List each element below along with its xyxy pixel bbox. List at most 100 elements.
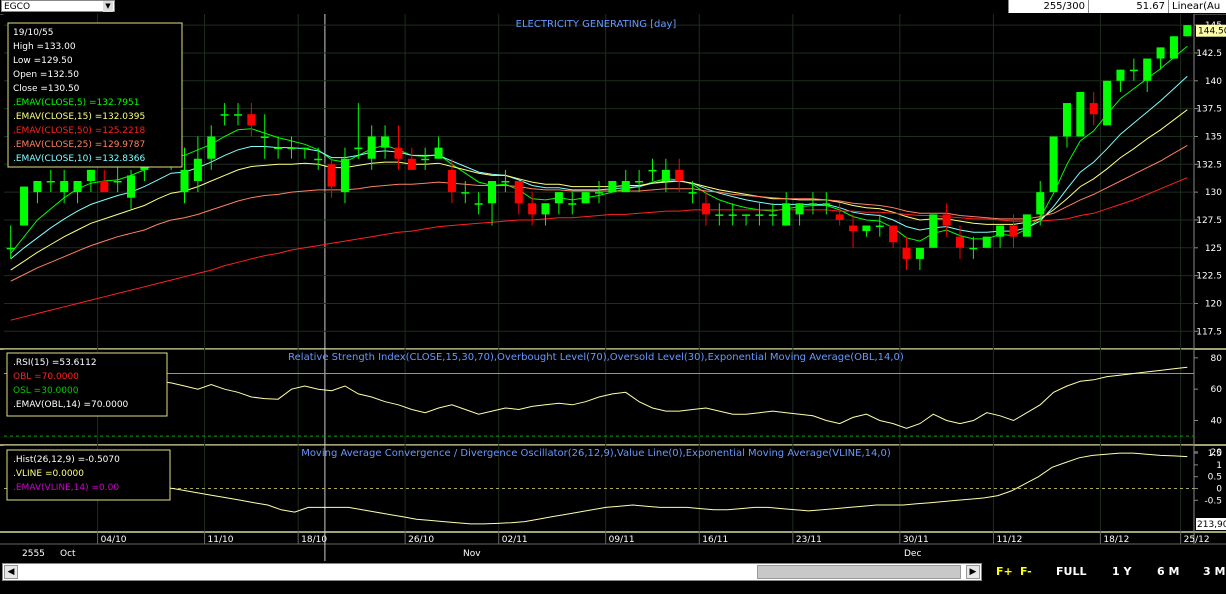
date-label: 18/10 — [301, 535, 327, 545]
candle-body — [1089, 103, 1098, 115]
candle-body — [594, 192, 604, 194]
macd-value-marker — [1196, 518, 1226, 530]
rsi-tick-label: 20 — [1211, 448, 1223, 458]
chevron-down-icon[interactable]: ▼ — [103, 1, 113, 12]
rsi-title: Relative Strength Index(CLOSE,15,30,70),… — [288, 352, 904, 363]
candle-body — [528, 203, 537, 215]
candle-body — [715, 214, 724, 216]
candle-body — [1183, 25, 1192, 37]
scroll-left-icon[interactable]: ◀ — [4, 565, 18, 579]
candle-body — [1143, 58, 1152, 81]
price-tick-label: 120 — [1205, 299, 1222, 309]
candle-body — [795, 203, 804, 215]
candle-body — [86, 169, 95, 181]
candle-body — [421, 158, 430, 161]
macd-legend-entry: .EMAV(VLINE,14) =0.00 — [13, 483, 119, 493]
price-tick-label: 137.5 — [1196, 105, 1222, 115]
scroll-right-icon[interactable]: ▶ — [966, 565, 980, 579]
date-label: 16/11 — [702, 535, 728, 545]
candle-body — [581, 192, 590, 204]
candle-body — [33, 181, 42, 193]
month-label: Oct — [60, 549, 76, 559]
macd-tick-label: 1 — [1216, 461, 1222, 471]
candle-body — [6, 247, 15, 250]
candle-body — [100, 181, 109, 193]
ema-legend-entry: .EMAV(CLOSE,50) =125.2218 — [13, 126, 145, 136]
chart-area[interactable]: 04/10 11/10 18/10 26/10 02/11 09/11 16/11 23/11… — [0, 14, 1226, 561]
rsi-line — [10, 366, 1188, 429]
candle-body — [728, 214, 737, 216]
ema-legend-entry: .EMAV(CLOSE,25) =129.9787 — [13, 140, 145, 150]
candle-body — [701, 203, 710, 215]
candle-body — [849, 225, 858, 232]
scroll-thumb[interactable] — [757, 565, 961, 579]
rsi-legend-entry: .RSI(15) =53.6112 — [13, 358, 97, 368]
macd-tick-label: -0.5 — [1204, 496, 1222, 506]
ema-legend-entry: .EMAV(CLOSE,15) =132.0395 — [13, 112, 145, 122]
date-label: 23/11 — [796, 535, 822, 545]
candle-body — [915, 247, 924, 259]
candle-body — [635, 181, 644, 183]
candle-body — [394, 147, 403, 159]
last-price-marker — [1196, 24, 1226, 37]
ema-line — [10, 177, 1188, 321]
candle-body — [661, 169, 670, 181]
candle-body — [875, 225, 884, 228]
candle-body — [354, 147, 363, 150]
zoom-out-button[interactable]: F- — [1020, 565, 1032, 578]
candle-body — [1156, 47, 1165, 59]
candle-body — [1076, 91, 1085, 137]
candle-body — [621, 181, 630, 193]
candle-body — [260, 136, 269, 138]
date-label: 25/12 — [1184, 535, 1210, 545]
candle-body — [127, 175, 136, 198]
one-year-button[interactable]: 1 Y — [1112, 565, 1132, 578]
candle-body — [808, 203, 817, 205]
candle-body — [862, 225, 871, 232]
candle-body — [1116, 69, 1125, 81]
rsi-tick-label: 40 — [1211, 417, 1223, 427]
macd-tick-label: 1.5 — [1208, 449, 1222, 459]
horizontal-scrollbar[interactable]: ◀ ▶ — [2, 563, 982, 581]
zoom-in-button[interactable]: F+ — [996, 565, 1013, 578]
candle-body — [407, 158, 416, 170]
date-label: 02/11 — [502, 535, 528, 545]
rsi-tick-label: 60 — [1211, 385, 1223, 395]
candle-body — [608, 181, 617, 193]
date-label: 18/12 — [1103, 535, 1129, 545]
candle-body — [648, 169, 657, 172]
month-label: Dec — [904, 549, 921, 559]
candle-body — [889, 225, 898, 243]
candle-body — [929, 214, 938, 248]
ema-legend-entry: .EMAV(CLOSE,5) =132.7951 — [13, 98, 139, 108]
ohlc-value: High =133.00 — [13, 42, 76, 52]
date-label: 09/11 — [609, 535, 635, 545]
candle-body — [675, 169, 684, 181]
macd-last-value: 213,901 — [1197, 520, 1226, 530]
ohlc-value: 19/10/55 — [13, 28, 53, 38]
candle-body — [287, 147, 296, 150]
candle-body — [367, 136, 376, 159]
candle-body — [1169, 36, 1178, 59]
price-tick-label: 127.5 — [1196, 216, 1222, 226]
candle-body — [822, 203, 831, 205]
price-tick-label: 122.5 — [1196, 272, 1222, 282]
symbol-selector[interactable]: EGCO ▼ — [1, 0, 115, 12]
date-label: 04/10 — [101, 535, 127, 545]
three-month-button[interactable]: 3 M — [1203, 565, 1226, 578]
candle-body — [20, 186, 29, 226]
full-range-button[interactable]: FULL — [1056, 565, 1087, 578]
rsi-legend-entry: .EMAV(OBL,14) =70.0000 — [13, 400, 129, 410]
candle-body — [381, 136, 390, 148]
candle-body — [835, 214, 844, 220]
macd-line — [10, 452, 1188, 525]
scale-mode[interactable]: Linear(Au — [1168, 0, 1226, 13]
candle-body — [514, 181, 523, 204]
candle-body — [688, 192, 697, 194]
macd-legend-box — [6, 449, 171, 501]
candle-body — [207, 136, 216, 159]
candle-body — [193, 158, 202, 181]
candle-body — [541, 203, 550, 215]
six-month-button[interactable]: 6 M — [1157, 565, 1180, 578]
macd-title: Moving Average Convergence / Divergence … — [301, 448, 891, 459]
